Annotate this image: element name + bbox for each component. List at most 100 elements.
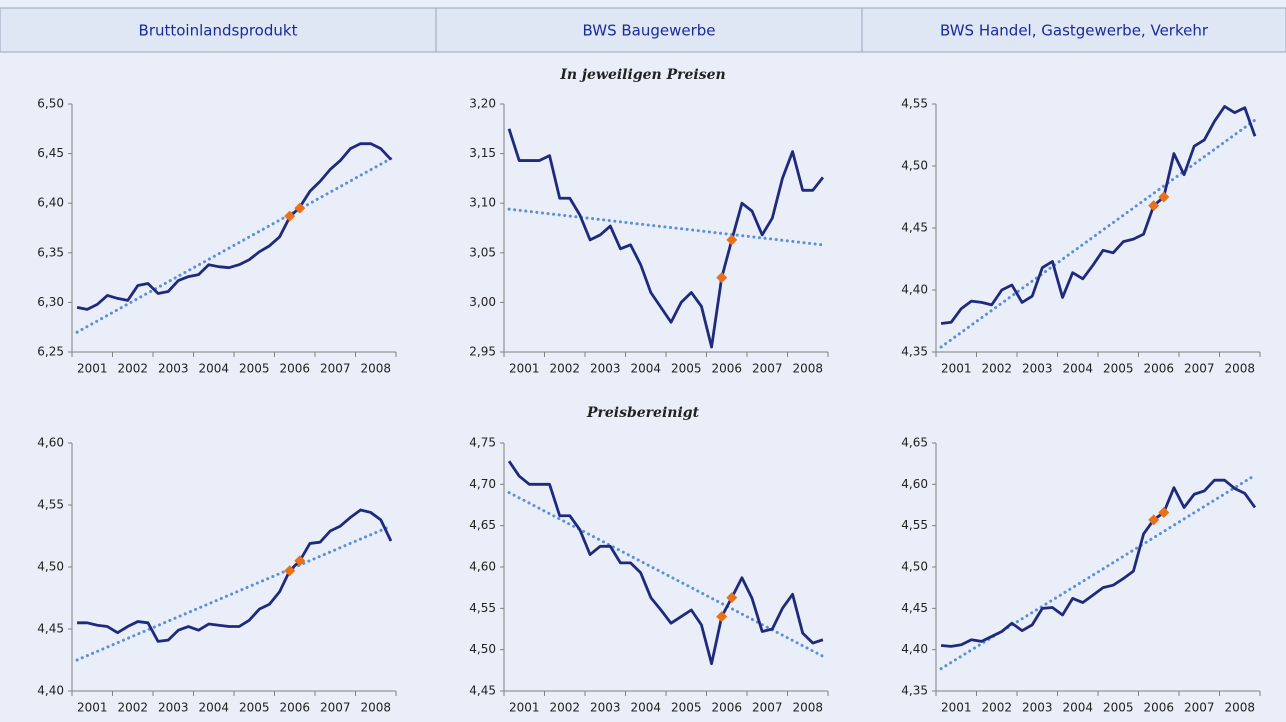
series-line	[940, 478, 1257, 648]
column-title: Bruttoinlandsprodukt	[139, 22, 298, 40]
x-tick-label: 2008	[792, 701, 823, 715]
trend-line	[75, 157, 393, 334]
y-tick-label: 2,95	[469, 345, 496, 359]
diamond-marker	[294, 555, 306, 567]
y-tick-label: 6,45	[37, 146, 64, 160]
x-tick-label: 2008	[1224, 362, 1255, 376]
y-tick-label: 4,40	[37, 684, 64, 698]
x-tick-label: 2002	[549, 362, 580, 376]
x-tick-label: 2003	[590, 362, 621, 376]
column-title: BWS Handel, Gastgewerbe, Verkehr	[940, 22, 1209, 40]
header-band	[0, 7, 1286, 53]
y-tick-label: 4,45	[37, 622, 64, 636]
diamond-marker	[716, 611, 728, 623]
x-tick-label: 2003	[158, 701, 189, 715]
x-tick-label: 2003	[158, 362, 189, 376]
x-tick-label: 2001	[509, 362, 540, 376]
y-tick-label: 4,55	[469, 601, 496, 615]
x-tick-label: 2002	[549, 701, 580, 715]
diamond-marker	[726, 234, 738, 246]
x-tick-label: 2005	[1103, 362, 1134, 376]
section-title: In jeweiligen Preisen	[559, 67, 725, 83]
y-tick-label: 4,55	[901, 97, 928, 111]
y-tick-label: 3,00	[469, 295, 496, 309]
x-tick-label: 2001	[77, 362, 108, 376]
x-tick-label: 2005	[671, 701, 702, 715]
y-tick-label: 4,50	[901, 560, 928, 574]
y-tick-label: 4,60	[37, 436, 64, 450]
x-tick-label: 2005	[671, 362, 702, 376]
x-tick-label: 2001	[509, 701, 540, 715]
y-tick-label: 6,50	[37, 97, 64, 111]
y-tick-label: 4,45	[901, 221, 928, 235]
x-tick-label: 2008	[360, 701, 391, 715]
diamond-marker	[284, 210, 296, 222]
y-tick-label: 6,25	[37, 345, 64, 359]
x-tick-label: 2004	[198, 362, 229, 376]
x-tick-label: 2003	[1022, 362, 1053, 376]
x-tick-label: 2006	[279, 701, 310, 715]
diamond-marker	[284, 565, 296, 577]
y-tick-label: 3,20	[469, 97, 496, 111]
x-tick-label: 2006	[711, 701, 742, 715]
x-tick-label: 2006	[279, 362, 310, 376]
x-tick-label: 2002	[981, 362, 1012, 376]
x-tick-label: 2006	[711, 362, 742, 376]
series-line	[507, 128, 825, 349]
x-tick-label: 2001	[77, 701, 108, 715]
x-tick-label: 2008	[792, 362, 823, 376]
diamond-marker	[716, 272, 728, 284]
x-tick-label: 2007	[1184, 362, 1215, 376]
y-tick-label: 4,65	[469, 518, 496, 532]
x-tick-label: 2007	[752, 362, 783, 376]
y-tick-label: 6,30	[37, 295, 64, 309]
x-tick-label: 2007	[752, 701, 783, 715]
x-tick-label: 2002	[117, 701, 148, 715]
series-line	[77, 508, 393, 643]
x-tick-label: 2004	[1062, 362, 1093, 376]
y-tick-label: 4,50	[901, 159, 928, 173]
x-tick-label: 2006	[1143, 362, 1174, 376]
y-tick-label: 3,10	[469, 196, 496, 210]
x-tick-label: 2007	[320, 701, 351, 715]
trend-line	[75, 524, 393, 662]
y-tick-label: 4,45	[901, 601, 928, 615]
diamond-marker	[726, 592, 738, 604]
y-tick-label: 4,70	[469, 477, 496, 491]
x-tick-label: 2001	[941, 362, 972, 376]
x-tick-label: 2004	[198, 701, 229, 715]
x-tick-label: 2004	[630, 701, 661, 715]
x-tick-label: 2007	[1184, 701, 1215, 715]
x-tick-label: 2002	[117, 362, 148, 376]
y-tick-label: 3,15	[469, 146, 496, 160]
trend-line	[507, 207, 825, 247]
x-tick-label: 2005	[239, 701, 270, 715]
x-tick-label: 2003	[1022, 701, 1053, 715]
y-tick-label: 3,05	[469, 245, 496, 259]
x-tick-label: 2007	[320, 362, 351, 376]
y-tick-label: 4,65	[901, 436, 928, 450]
x-tick-label: 2004	[630, 362, 661, 376]
y-tick-label: 4,45	[469, 684, 496, 698]
series-line	[76, 142, 392, 311]
diamond-marker	[294, 202, 306, 214]
y-tick-label: 6,40	[37, 196, 64, 210]
diamond-marker	[1148, 200, 1160, 212]
x-tick-label: 2008	[360, 362, 391, 376]
y-tick-label: 4,75	[469, 436, 496, 450]
x-tick-label: 2005	[239, 362, 270, 376]
series-line	[940, 105, 1257, 325]
diamond-marker	[1158, 191, 1170, 203]
x-tick-label: 2001	[941, 701, 972, 715]
diamond-marker	[1148, 514, 1160, 526]
x-tick-label: 2006	[1143, 701, 1174, 715]
series-line	[507, 460, 824, 666]
y-tick-label: 4,50	[469, 642, 496, 656]
x-tick-label: 2002	[981, 701, 1012, 715]
x-tick-label: 2005	[1103, 701, 1134, 715]
column-title: BWS Baugewerbe	[582, 22, 715, 40]
y-tick-label: 4,40	[901, 283, 928, 297]
x-tick-label: 2008	[1224, 701, 1255, 715]
y-tick-label: 4,40	[901, 642, 928, 656]
